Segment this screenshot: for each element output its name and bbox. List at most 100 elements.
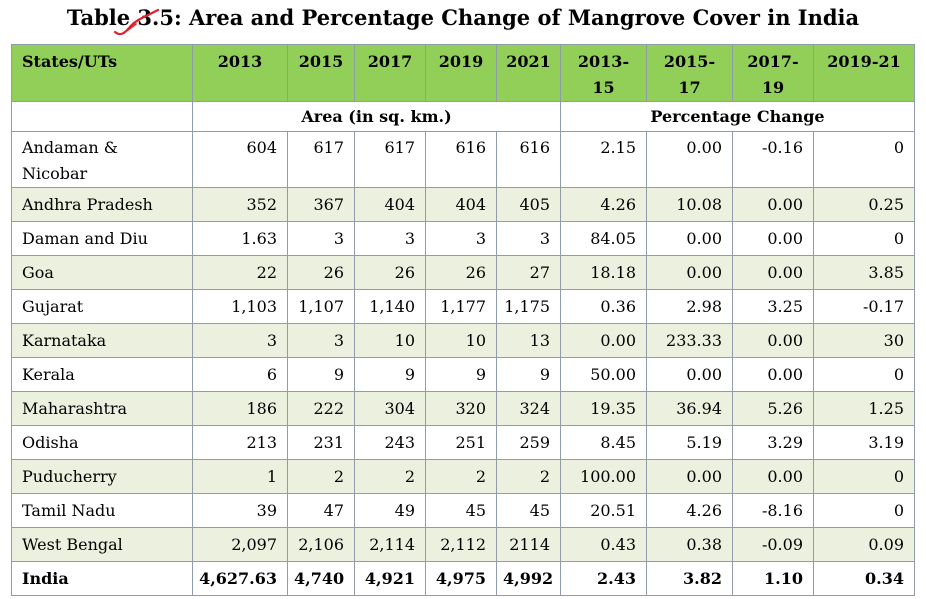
area-cell: 2,112 (425, 527, 497, 562)
header-row: States/UTs 2013 2015 2017 2019 2021 2013… (11, 44, 915, 102)
area-cell: 617 (354, 131, 426, 188)
column-header-year: 2021 (496, 44, 561, 102)
percentage-change-cell: 2.98 (646, 289, 733, 324)
percentage-change-cell: 0.00 (732, 357, 814, 392)
area-cell: 2,114 (354, 527, 426, 562)
table-row: Kerala 6 9 9 9 9 50.00 0.00 0.00 0 (11, 357, 915, 392)
area-cell: 4,921 (354, 561, 426, 596)
area-cell: 243 (354, 425, 426, 460)
state-name-cell: Puducherry (11, 459, 193, 494)
area-cell: 3 (496, 221, 561, 256)
area-cell: 9 (496, 357, 561, 392)
area-cell: 222 (287, 391, 355, 426)
state-name-cell: Odisha (11, 425, 193, 460)
area-cell: 9 (425, 357, 497, 392)
column-header-year: 2019 (425, 44, 497, 102)
percentage-change-cell: 0.34 (813, 561, 915, 596)
percentage-change-cell: 20.51 (560, 493, 647, 528)
area-cell: 10 (425, 323, 497, 358)
state-name-cell: Gujarat (11, 289, 193, 324)
percentage-change-cell: 5.26 (732, 391, 814, 426)
percentage-change-cell: 10.08 (646, 187, 733, 222)
area-cell: 3 (192, 323, 288, 358)
table-row: Odisha 213 231 243 251 259 8.45 5.19 3.29 3.19 (11, 425, 915, 460)
area-cell: 405 (496, 187, 561, 222)
percentage-change-cell: 0.00 (646, 221, 733, 256)
area-cell: 27 (496, 255, 561, 290)
area-cell: 616 (425, 131, 497, 188)
percentage-change-cell: 0 (813, 459, 915, 494)
area-cell: 2,106 (287, 527, 355, 562)
area-cell: 4,627.63 (192, 561, 288, 596)
area-cell: 2 (425, 459, 497, 494)
table-title: Table 3.5: Area and Percentage Change of… (66, 5, 860, 30)
area-cell: 259 (496, 425, 561, 460)
area-cell: 47 (287, 493, 355, 528)
percentage-change-cell: 8.45 (560, 425, 647, 460)
percentage-change-cell: -0.16 (732, 131, 814, 188)
percentage-change-cell: 18.18 (560, 255, 647, 290)
area-cell: 1,107 (287, 289, 355, 324)
area-cell: 3 (287, 323, 355, 358)
area-cell: 304 (354, 391, 426, 426)
area-cell: 617 (287, 131, 355, 188)
area-cell: 367 (287, 187, 355, 222)
percentage-change-cell: 36.94 (646, 391, 733, 426)
column-header-year: 2015 (287, 44, 355, 102)
column-header-period: 2015- 17 (646, 44, 733, 102)
column-header-year: 2013 (192, 44, 288, 102)
group-header-percentage: Percentage Change (560, 101, 915, 132)
table-row: Tamil Nadu 39 47 49 45 45 20.51 4.26 -8.16 0 (11, 493, 915, 528)
red-pen-scribble-icon (113, 8, 160, 36)
area-cell: 2114 (496, 527, 561, 562)
state-name-cell: Maharashtra (11, 391, 193, 426)
percentage-change-cell: 0 (813, 357, 915, 392)
state-name-cell: Tamil Nadu (11, 493, 193, 528)
area-cell: 9 (287, 357, 355, 392)
percentage-change-cell: 0.00 (732, 187, 814, 222)
percentage-change-cell: 0.09 (813, 527, 915, 562)
area-cell: 231 (287, 425, 355, 460)
area-cell: 10 (354, 323, 426, 358)
percentage-change-cell: 0.25 (813, 187, 915, 222)
area-cell: 26 (425, 255, 497, 290)
area-cell: 251 (425, 425, 497, 460)
area-cell: 2 (287, 459, 355, 494)
area-cell: 213 (192, 425, 288, 460)
table-row: Andhra Pradesh 352 367 404 404 405 4.26 10.08 0.… (11, 187, 915, 222)
area-cell: 26 (287, 255, 355, 290)
percentage-change-cell: -8.16 (732, 493, 814, 528)
area-cell: 22 (192, 255, 288, 290)
area-cell: 1,177 (425, 289, 497, 324)
percentage-change-cell: 0.00 (646, 131, 733, 188)
state-name-cell: Karnataka (11, 323, 193, 358)
area-cell: 3 (287, 221, 355, 256)
state-name-cell: Andaman & Nicobar (11, 131, 193, 188)
percentage-change-cell: 84.05 (560, 221, 647, 256)
area-cell: 324 (496, 391, 561, 426)
state-name-cell: Daman and Diu (11, 221, 193, 256)
table-row: Karnataka 3 3 10 10 13 0.00 233.33 0.00 30 (11, 323, 915, 358)
percentage-change-cell: 3.19 (813, 425, 915, 460)
percentage-change-cell: -0.09 (732, 527, 814, 562)
percentage-change-cell: 0.00 (732, 323, 814, 358)
percentage-change-cell: 0 (813, 493, 915, 528)
percentage-change-cell: 0.00 (732, 221, 814, 256)
table-body: Andaman & Nicobar 604 617 617 616 616 2.15 0.00… (11, 131, 915, 596)
area-cell: 4,975 (425, 561, 497, 596)
percentage-change-cell: 5.19 (646, 425, 733, 460)
state-name-cell: Andhra Pradesh (11, 187, 193, 222)
percentage-change-cell: 1.25 (813, 391, 915, 426)
area-cell: 3 (425, 221, 497, 256)
state-name-cell: India (11, 561, 193, 596)
percentage-change-cell: -0.17 (813, 289, 915, 324)
area-cell: 1 (192, 459, 288, 494)
percentage-change-cell: 19.35 (560, 391, 647, 426)
group-header-area: Area (in sq. km.) (192, 101, 561, 132)
area-cell: 49 (354, 493, 426, 528)
area-cell: 404 (425, 187, 497, 222)
area-cell: 2,097 (192, 527, 288, 562)
group-header-row: Area (in sq. km.) Percentage Change (11, 101, 915, 132)
column-header-state: States/UTs (11, 44, 193, 102)
percentage-change-cell: 100.00 (560, 459, 647, 494)
